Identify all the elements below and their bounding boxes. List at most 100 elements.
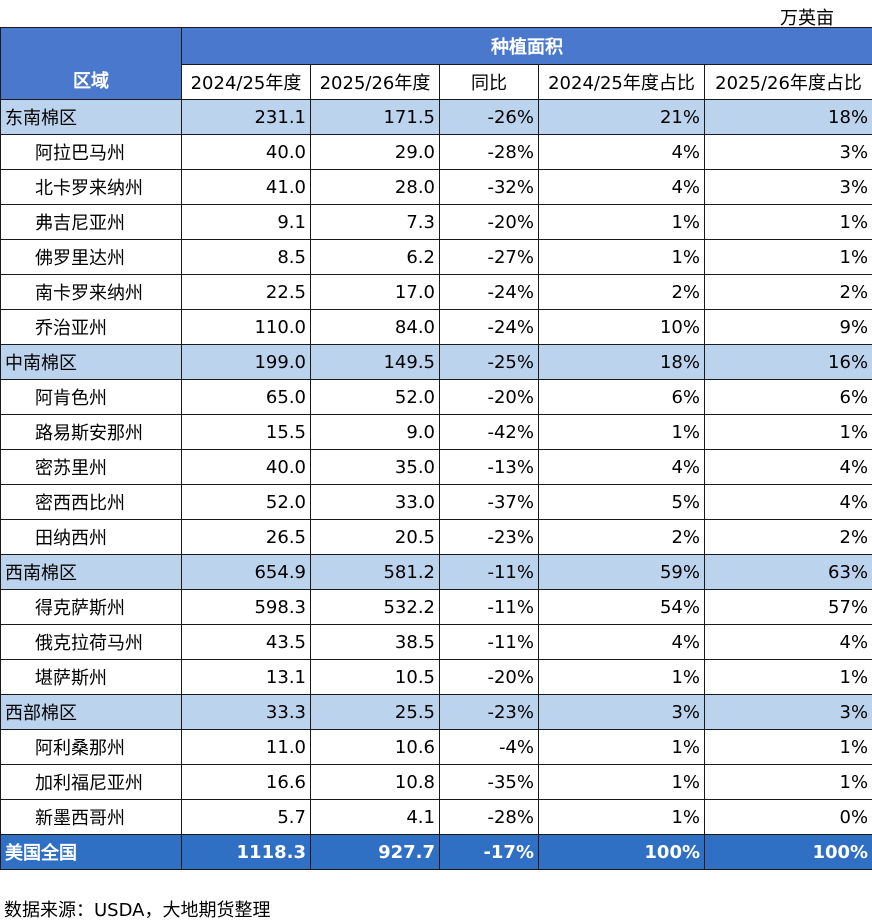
value-cell: -11% (440, 555, 539, 590)
value-cell: 1% (705, 660, 872, 695)
value-cell: -28% (440, 135, 539, 170)
value-cell: 9.0 (311, 415, 440, 450)
row-name-cell: 南卡罗来纳州 (1, 275, 182, 310)
value-cell: 10.8 (311, 765, 440, 800)
value-cell: -4% (440, 730, 539, 765)
row-name-cell: 堪萨斯州 (1, 660, 182, 695)
value-cell: 3% (539, 695, 705, 730)
value-cell: 4% (705, 485, 872, 520)
row-name-cell: 新墨西哥州 (1, 800, 182, 835)
value-cell: 18% (539, 345, 705, 380)
row-name-cell: 路易斯安那州 (1, 415, 182, 450)
value-cell: 1% (539, 730, 705, 765)
value-cell: 4% (539, 170, 705, 205)
value-cell: 1% (539, 800, 705, 835)
value-cell: 5.7 (182, 800, 311, 835)
value-cell: 532.2 (311, 590, 440, 625)
value-cell: 100% (539, 835, 705, 870)
value-cell: 231.1 (182, 100, 311, 135)
value-cell: 1118.3 (182, 835, 311, 870)
value-cell: 54% (539, 590, 705, 625)
value-cell: 1% (705, 730, 872, 765)
value-cell: -20% (440, 205, 539, 240)
value-cell: 52.0 (182, 485, 311, 520)
value-cell: 59% (539, 555, 705, 590)
value-cell: 52.0 (311, 380, 440, 415)
value-cell: 4% (539, 450, 705, 485)
value-cell: 6% (539, 380, 705, 415)
value-cell: -27% (440, 240, 539, 275)
value-cell: 2% (705, 520, 872, 555)
value-cell: 13.1 (182, 660, 311, 695)
value-cell: 4% (705, 450, 872, 485)
value-cell: 25.5 (311, 695, 440, 730)
value-cell: 17.0 (311, 275, 440, 310)
value-cell: 35.0 (311, 450, 440, 485)
value-cell: 65.0 (182, 380, 311, 415)
value-cell: 1% (705, 240, 872, 275)
value-cell: 38.5 (311, 625, 440, 660)
value-cell: 9% (705, 310, 872, 345)
row-name-cell: 中南棉区 (1, 345, 182, 380)
value-cell: 1% (705, 205, 872, 240)
value-cell: -35% (440, 765, 539, 800)
column-header: 2025/26年度占比 (705, 64, 872, 100)
value-cell: 33.0 (311, 485, 440, 520)
row-name-cell: 阿肯色州 (1, 380, 182, 415)
column-header: 同比 (440, 64, 539, 100)
column-header: 2024/25年度 (182, 64, 311, 100)
value-cell: 29.0 (311, 135, 440, 170)
value-cell: 21% (539, 100, 705, 135)
value-cell: 171.5 (311, 100, 440, 135)
value-cell: -25% (440, 345, 539, 380)
value-cell: -32% (440, 170, 539, 205)
value-cell: 26.5 (182, 520, 311, 555)
value-cell: 0% (705, 800, 872, 835)
planting-area-group-header: 种植面积 (182, 28, 872, 65)
row-name-cell: 弗吉尼亚州 (1, 205, 182, 240)
row-name-cell: 西南棉区 (1, 555, 182, 590)
row-name-cell: 北卡罗来纳州 (1, 170, 182, 205)
value-cell: 40.0 (182, 450, 311, 485)
value-cell: 3% (705, 135, 872, 170)
column-header: 2025/26年度 (311, 64, 440, 100)
value-cell: -20% (440, 660, 539, 695)
row-name-cell: 东南棉区 (1, 100, 182, 135)
value-cell: 149.5 (311, 345, 440, 380)
value-cell: -24% (440, 275, 539, 310)
value-cell: -28% (440, 800, 539, 835)
value-cell: 1% (539, 765, 705, 800)
value-cell: 57% (705, 590, 872, 625)
value-cell: 2% (539, 275, 705, 310)
value-cell: 22.5 (182, 275, 311, 310)
value-cell: 16.6 (182, 765, 311, 800)
value-cell: 41.0 (182, 170, 311, 205)
value-cell: -42% (440, 415, 539, 450)
value-cell: 4% (539, 625, 705, 660)
value-cell: 63% (705, 555, 872, 590)
value-cell: -23% (440, 695, 539, 730)
row-name-cell: 佛罗里达州 (1, 240, 182, 275)
value-cell: 10.5 (311, 660, 440, 695)
value-cell: 6% (705, 380, 872, 415)
value-cell: 16% (705, 345, 872, 380)
value-cell: 5% (539, 485, 705, 520)
row-name-cell: 密西西比州 (1, 485, 182, 520)
value-cell: 3% (705, 170, 872, 205)
row-name-cell: 俄克拉荷马州 (1, 625, 182, 660)
value-cell: 1% (539, 660, 705, 695)
value-cell: 11.0 (182, 730, 311, 765)
value-cell: 3% (705, 695, 872, 730)
value-cell: 581.2 (311, 555, 440, 590)
value-cell: -26% (440, 100, 539, 135)
value-cell: 1% (705, 415, 872, 450)
value-cell: -24% (440, 310, 539, 345)
row-name-cell: 乔治亚州 (1, 310, 182, 345)
